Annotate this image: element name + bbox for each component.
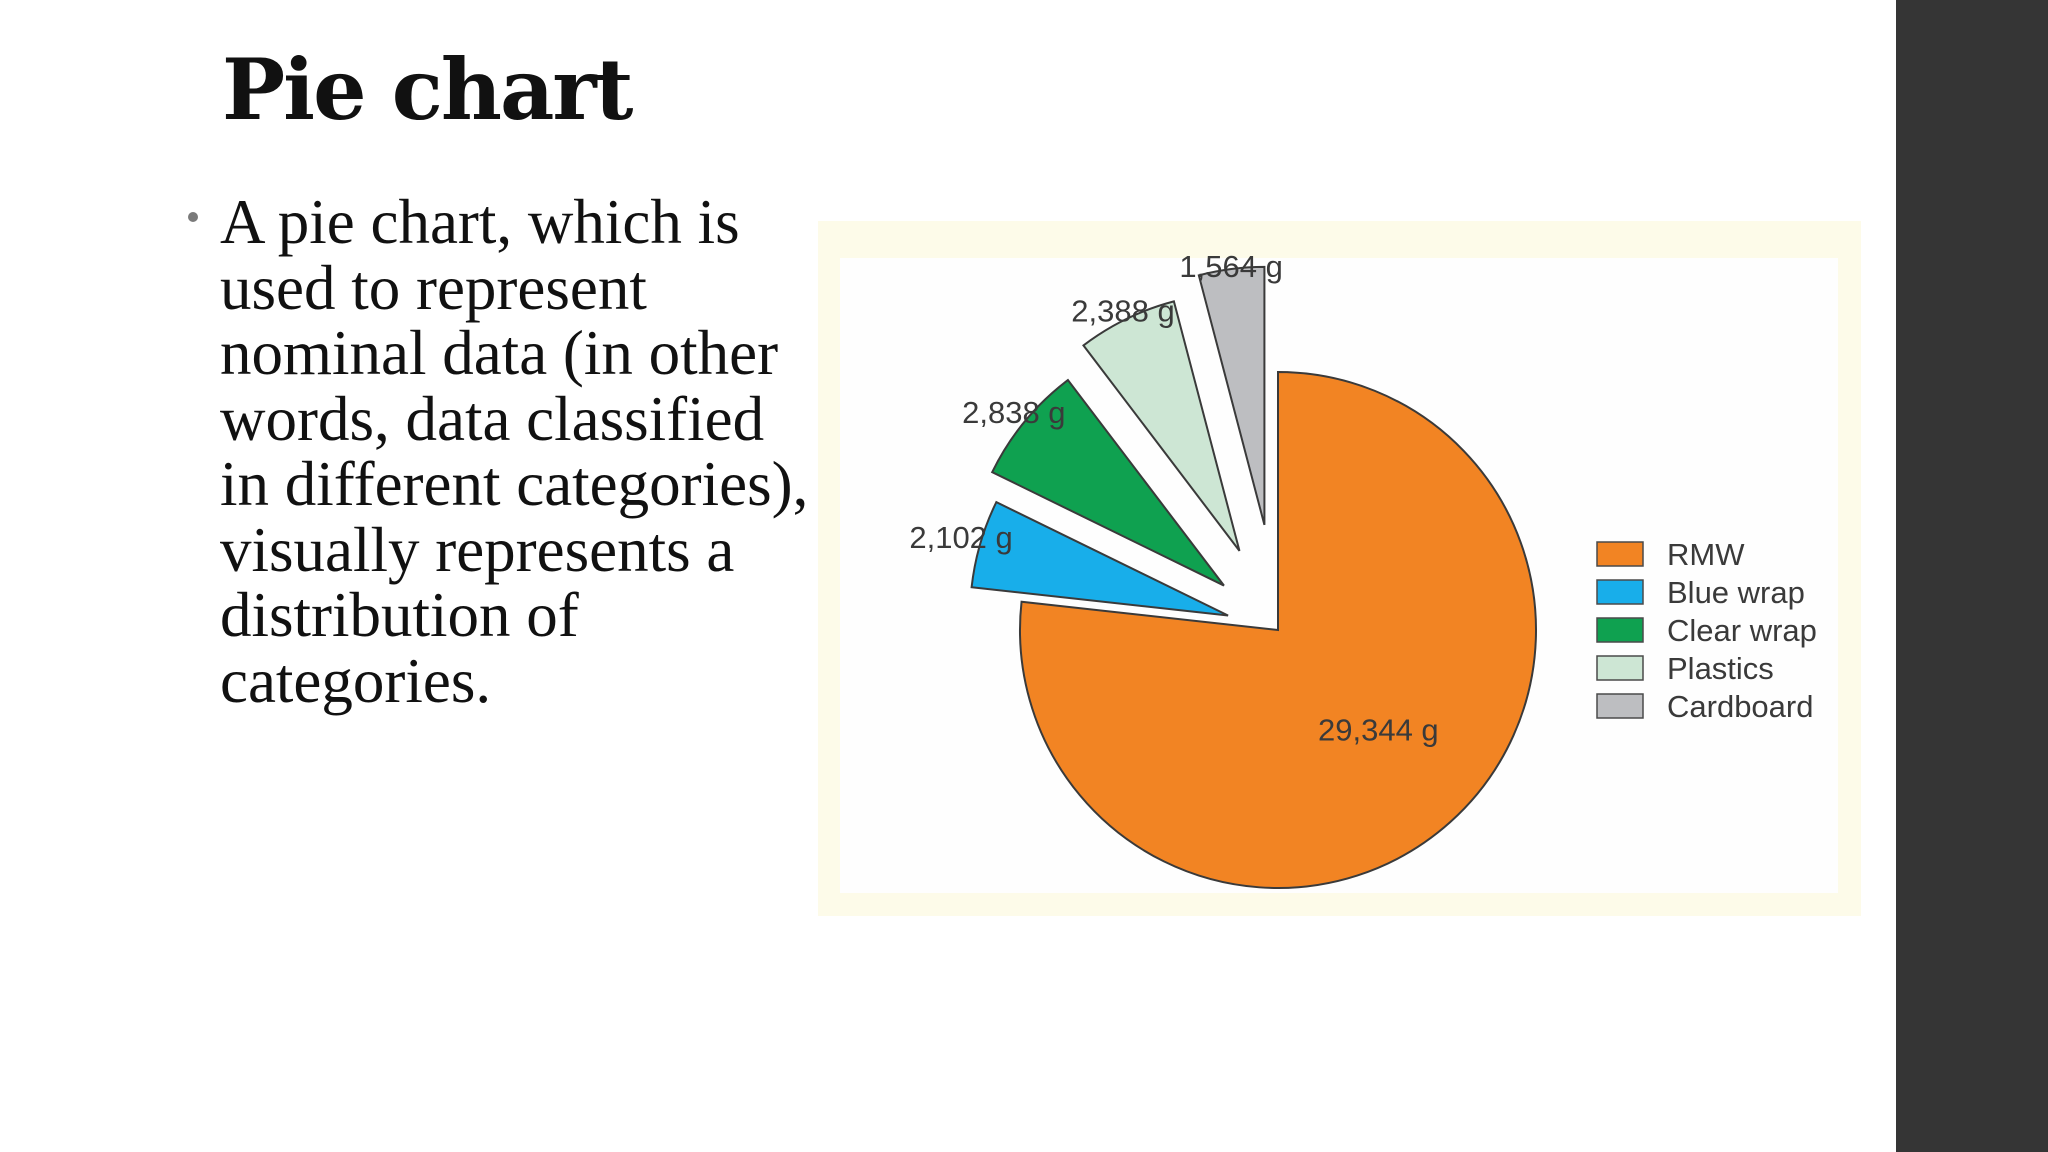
slide: Pie chart A pie chart, which is used to … xyxy=(188,40,1861,916)
pie-slice-plastics xyxy=(1082,300,1241,552)
pie-slice-blue-wrap xyxy=(970,500,1229,617)
data-label-cardboard: 1,564 g xyxy=(1179,249,1282,284)
pie-slices xyxy=(970,265,1537,889)
pie-chart: 29,344 g 2,102 g 2,838 g 2,388 g1,564 g RMW… xyxy=(909,249,1817,889)
pie-slice-clear-wrap xyxy=(990,378,1225,587)
legend-swatch-rmw xyxy=(1596,541,1644,567)
legend-label-plastics: Plastics xyxy=(1667,651,1774,686)
legend-label-rmw: RMW xyxy=(1667,537,1745,572)
legend-swatch-plastics xyxy=(1596,655,1644,681)
data-label-clear-wrap: 2,838 g xyxy=(962,395,1065,430)
pie-data-labels: 29,344 g 2,102 g 2,838 g 2,388 g1,564 g xyxy=(909,249,1438,747)
pie-slice-rmw xyxy=(1019,370,1537,889)
legend-swatch-cardboard xyxy=(1596,693,1644,719)
legend-label-cardboard: Cardboard xyxy=(1667,689,1813,724)
legend-swatch-clear-wrap xyxy=(1596,617,1644,643)
data-label-plastics: 2,388 g xyxy=(1071,294,1174,329)
bullet-dot-icon xyxy=(188,212,198,222)
data-label-rmw: 29,344 g xyxy=(1318,712,1439,747)
slide-title: Pie chart xyxy=(222,40,633,139)
slide-side-band xyxy=(1896,0,2048,1152)
legend-label-clear-wrap: Clear wrap xyxy=(1667,613,1817,648)
bullet-text: A pie chart, which is used to represent … xyxy=(220,187,809,716)
data-label-blue-wrap: 2,102 g xyxy=(909,520,1012,555)
legend-swatch-blue-wrap xyxy=(1596,579,1644,605)
legend-label-blue-wrap: Blue wrap xyxy=(1667,575,1805,610)
pie-slice-cardboard xyxy=(1197,265,1266,526)
